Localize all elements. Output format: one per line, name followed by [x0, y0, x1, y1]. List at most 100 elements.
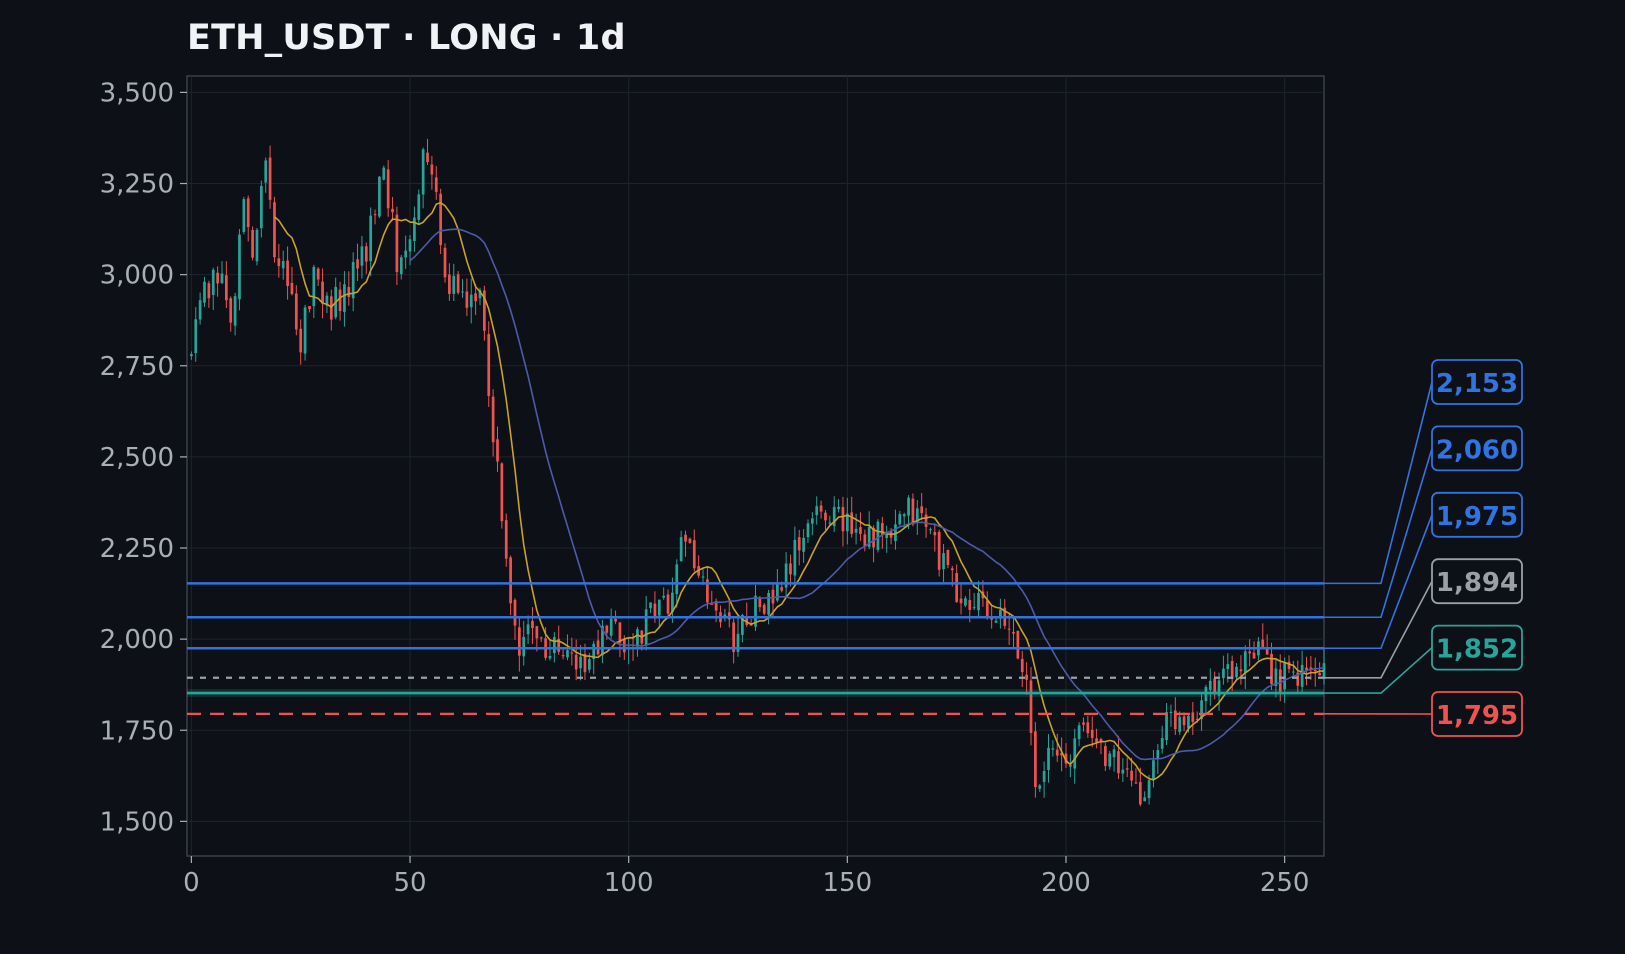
candle-body: [938, 532, 941, 570]
level-label: 2,153: [1436, 369, 1518, 399]
candle-body: [522, 637, 525, 656]
candle-body: [1021, 659, 1024, 672]
candle-body: [562, 655, 565, 656]
candle-body: [409, 239, 412, 251]
candle-body: [212, 270, 215, 295]
candle-body: [1126, 768, 1129, 769]
candle-body: [780, 587, 783, 590]
candle-body: [1056, 750, 1059, 756]
candle-body: [321, 282, 324, 304]
candle-body: [221, 273, 224, 283]
candle-body: [824, 513, 827, 521]
candle-body: [238, 235, 241, 300]
candle-body: [1038, 785, 1041, 788]
candle-body: [947, 550, 950, 565]
candle-body: [1191, 713, 1194, 722]
candle-body: [439, 194, 442, 245]
candle-body: [855, 529, 858, 533]
candle-body: [588, 659, 591, 670]
candle-body: [807, 523, 810, 537]
candle-body: [531, 621, 534, 628]
candle-body: [903, 514, 906, 516]
candle-body: [570, 652, 573, 653]
candle-body: [317, 269, 320, 280]
candle-body: [461, 291, 464, 292]
candle-body: [396, 215, 399, 272]
candle-body: [828, 522, 831, 523]
plot-area: [187, 76, 1324, 856]
x-tick-label: 0: [183, 868, 200, 898]
candle-body: [1253, 653, 1256, 659]
level-connector: [1324, 515, 1432, 648]
candle-body: [973, 607, 976, 608]
x-tick-label: 50: [393, 868, 426, 898]
chart-title: ETH_USDT · LONG · 1d: [187, 18, 626, 58]
candle-body: [514, 600, 517, 626]
candle-body: [1231, 661, 1234, 679]
candle-body: [194, 319, 197, 353]
candle-body: [251, 230, 254, 258]
candle-body: [1314, 670, 1317, 671]
candle-body: [1095, 738, 1098, 742]
candle-body: [1073, 738, 1076, 768]
candle-body: [1143, 798, 1146, 802]
candle-body: [225, 275, 228, 300]
candle-body: [1288, 662, 1291, 669]
candle-body: [658, 600, 661, 616]
candle-body: [269, 158, 272, 200]
y-tick-label: 3,000: [100, 261, 174, 291]
candle-body: [877, 522, 880, 550]
level-connector: [1324, 382, 1432, 583]
candle-body: [925, 515, 928, 527]
candle-body: [636, 629, 639, 646]
candle-body: [247, 198, 250, 227]
candle-body: [767, 593, 770, 615]
candle-body: [417, 194, 420, 220]
candle-body: [968, 600, 971, 610]
candle-body: [492, 397, 495, 443]
candle-body: [1047, 748, 1050, 770]
candle-body: [776, 585, 779, 601]
candle-body: [431, 164, 434, 174]
candle-body: [474, 293, 477, 301]
candle-body: [977, 593, 980, 610]
candle-body: [912, 499, 915, 525]
candle-body: [1082, 722, 1085, 724]
y-tick-label: 2,000: [100, 625, 174, 655]
level-connector: [1324, 581, 1432, 678]
candle-body: [501, 463, 504, 521]
candle-body: [1183, 717, 1186, 726]
candle-body: [820, 506, 823, 512]
candle-body: [680, 537, 683, 561]
candle-body: [1170, 712, 1173, 713]
candle-body: [1248, 652, 1251, 654]
candle-body: [693, 540, 696, 568]
candle-body: [1161, 738, 1164, 749]
candle-body: [575, 655, 578, 670]
candle-body: [356, 259, 359, 268]
candle-body: [859, 527, 862, 534]
candle-body: [444, 248, 447, 278]
candle-body: [448, 275, 451, 294]
candle-body: [1034, 731, 1037, 787]
candle-body: [374, 214, 377, 215]
candle-body: [470, 295, 473, 307]
candle-body: [229, 298, 232, 322]
candle-body: [535, 626, 538, 638]
candle-body: [811, 518, 814, 523]
candle-body: [208, 283, 211, 298]
level-label: 1,795: [1436, 701, 1518, 731]
candle-body: [299, 329, 302, 353]
candle-body: [1292, 672, 1295, 673]
candle-body: [391, 209, 394, 212]
candle-body: [794, 540, 797, 576]
level-label: 2,060: [1436, 435, 1518, 465]
candle-body: [986, 601, 989, 617]
candle-body: [426, 153, 429, 162]
candle-body: [1017, 631, 1020, 659]
candle-body: [1030, 681, 1033, 733]
candle-body: [312, 267, 315, 306]
candle-body: [291, 283, 294, 294]
candle-body: [649, 602, 652, 608]
